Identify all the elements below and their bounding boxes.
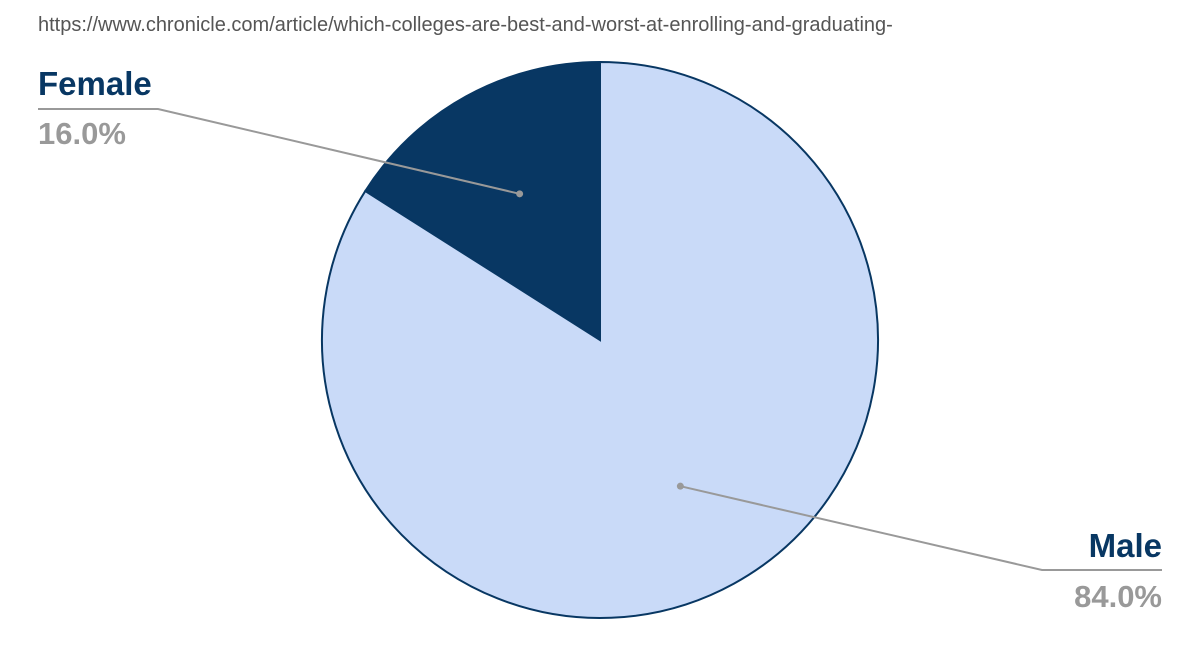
leader-dot-male <box>676 482 684 490</box>
pie-slices <box>321 60 879 619</box>
slice-label-male: Male <box>1089 527 1162 564</box>
slice-value-female: 16.0% <box>38 116 126 151</box>
chart-title: https://www.chronicle.com/article/which-… <box>38 14 893 36</box>
pie-slice-male <box>321 60 879 619</box>
leader-dot-female <box>516 190 524 198</box>
leader-line-female <box>38 108 520 195</box>
slice-label-female: Female <box>38 65 152 102</box>
pie-labels: Female 16.0% Male 84.0% <box>38 65 1162 614</box>
pie-slice-female <box>363 60 601 342</box>
slice-value-male: 84.0% <box>1074 579 1162 614</box>
leader-line-male <box>680 485 1162 571</box>
